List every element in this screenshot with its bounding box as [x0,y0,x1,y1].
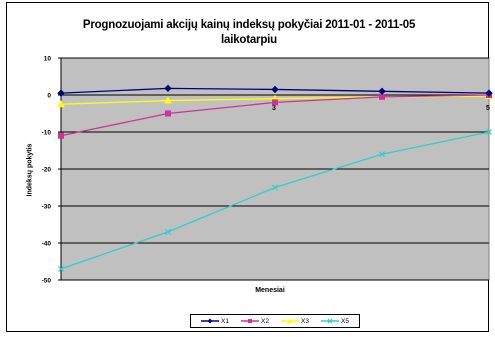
legend-label: X2 [261,317,269,325]
legend: X1 X2 X3 X5 [190,314,360,328]
legend-swatch [321,318,340,324]
x-tick-label: 3 [272,105,276,112]
data-point-x2 [272,99,278,106]
x-tick-label: 5 [486,105,490,112]
chart-title: Prognozuojami akcijų kainų indeksų pokyč… [82,19,416,46]
data-point-x2 [379,93,385,100]
data-point-x2 [165,110,171,117]
data-point-x3 [164,96,172,104]
data-point-x5 [486,129,492,135]
data-point-x1 [485,89,493,97]
y-tick-label: -30 [42,204,52,211]
y-tick-label: -40 [42,241,52,248]
x-axis-label: Menesiai [255,287,285,294]
data-point-x1 [378,87,386,96]
legend-item-x3: X3 [281,317,309,325]
legend-label: X1 [221,317,229,325]
data-point-x5 [58,265,64,272]
legend-swatch [201,318,220,324]
data-point-x1 [57,89,65,97]
data-point-x5 [272,184,278,191]
legend-item-x1: X1 [201,317,229,325]
legend-item-x2: X2 [241,317,269,325]
data-point-x5 [379,151,385,158]
legend-item-x5: X5 [321,317,349,325]
data-point-x1 [271,85,279,94]
data-point-x3 [57,100,65,108]
data-point-x1 [164,84,172,93]
legend-label: X5 [341,317,349,325]
y-tick-label: 0 [47,93,51,100]
y-axis-label: Indeksų pokytis [26,143,34,197]
y-tick-label: -20 [42,167,52,174]
y-tick-label: -10 [42,130,52,137]
data-point-x5 [165,228,171,235]
legend-swatch [241,319,260,323]
data-point-x2 [58,132,64,139]
legend-label: X3 [301,317,309,325]
y-tick-label: 10 [44,56,52,63]
legend-swatch [281,318,300,323]
y-tick-label: -50 [42,278,52,285]
